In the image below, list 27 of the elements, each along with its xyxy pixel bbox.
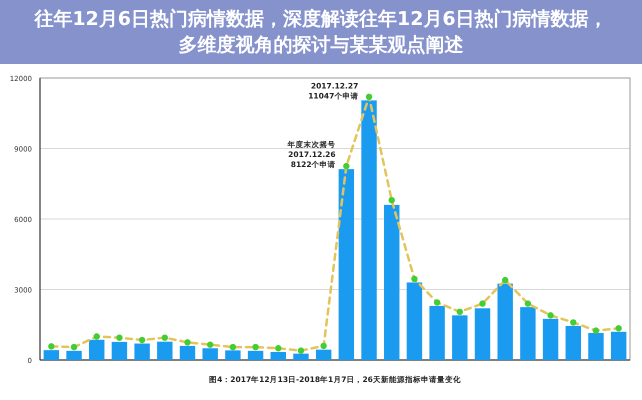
bar: [474, 308, 490, 360]
bar: [520, 307, 536, 360]
bar: [66, 350, 82, 360]
bar: [361, 100, 377, 360]
bar: [270, 352, 286, 360]
bar: [44, 350, 60, 360]
bar: [248, 350, 264, 360]
bar: [134, 344, 150, 360]
bar: [112, 342, 128, 360]
bar: [588, 332, 604, 360]
bar: [406, 282, 422, 360]
bar: [566, 326, 581, 360]
bar: [429, 306, 445, 360]
bar: [452, 315, 468, 360]
bar: [497, 284, 513, 360]
bar: [225, 350, 241, 360]
bar: [157, 342, 173, 360]
bar: [610, 332, 626, 360]
bar: [338, 169, 354, 360]
bar: [542, 318, 558, 360]
bar: [202, 348, 218, 360]
bar: [316, 350, 332, 360]
bar: [180, 346, 196, 360]
bar: [89, 340, 104, 360]
bar: [293, 354, 309, 360]
chart-title: 往年12月6日热门病情数据，深度解读往年12月6日热门病情数据，多维度视角的探讨与某某观点阐述: [0, 0, 642, 64]
bar: [384, 204, 400, 360]
